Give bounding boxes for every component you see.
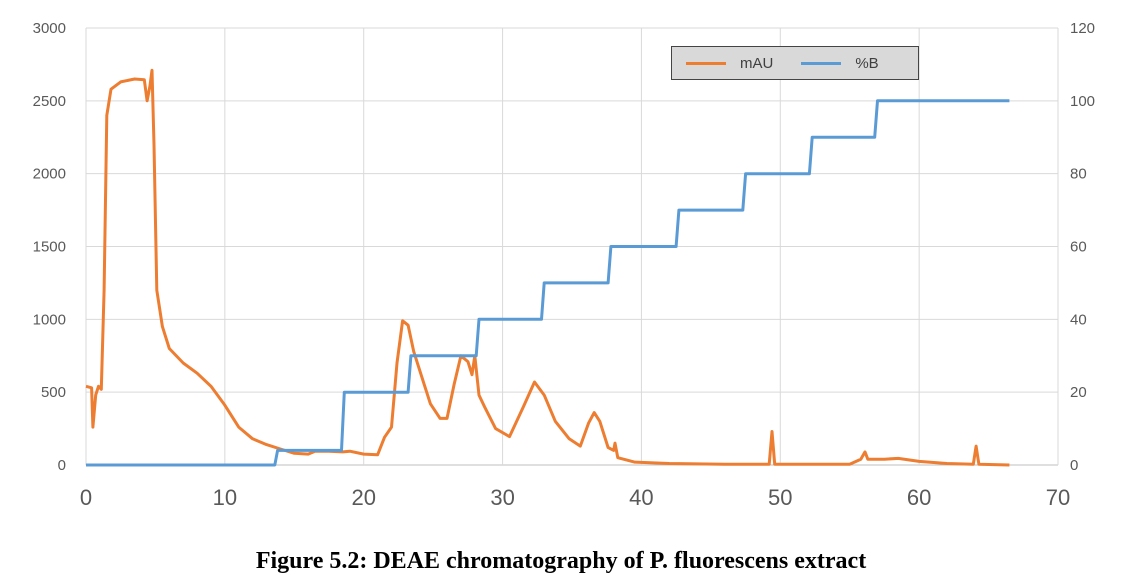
- y-tick-label: 1000: [33, 311, 66, 328]
- grid: [85, 27, 1059, 466]
- y-tick-label: 1500: [33, 239, 66, 256]
- legend: mAU %B: [671, 46, 919, 80]
- x-tick-label: 50: [768, 485, 792, 510]
- legend-item-mau: mAU: [686, 55, 773, 72]
- legend-label-percent-b: %B: [855, 54, 879, 72]
- figure-caption: Figure 5.2: DEAE chromatography of P. fl…: [255, 548, 867, 574]
- legend-item-percent-b: %B: [801, 54, 879, 72]
- legend-swatch-mau: [686, 61, 726, 65]
- y-tick-label: 500: [41, 384, 66, 401]
- legend-label-mau: mAU: [740, 54, 774, 72]
- y-tick-label: 3000: [33, 20, 66, 37]
- y2-tick-label: 100: [1070, 93, 1095, 110]
- series-line-percent-b: [86, 99, 1010, 467]
- y-tick-label: 2500: [33, 93, 66, 110]
- series-layer: [85, 68, 1010, 467]
- legend-swatch-percent-b: [801, 61, 842, 65]
- x-tick-label: 0: [80, 485, 92, 510]
- x-tick-label: 20: [351, 485, 375, 510]
- x-tick-label: 70: [1046, 485, 1070, 510]
- tick-labels: 0 500 1000 1500 2000 2500 3000 0 20 40 60 80 100 120 0…: [33, 20, 1095, 510]
- y2-tick-label: 40: [1070, 311, 1087, 328]
- y2-tick-label: 20: [1070, 384, 1087, 401]
- y2-tick-label: 80: [1070, 166, 1087, 183]
- series-line-mau: [85, 68, 1010, 467]
- y2-tick-label: 60: [1070, 239, 1087, 256]
- x-tick-label: 30: [490, 485, 514, 510]
- y2-tick-label: 120: [1070, 20, 1095, 37]
- y-tick-label: 0: [58, 457, 66, 474]
- x-tick-label: 40: [629, 485, 653, 510]
- y-tick-label: 2000: [33, 166, 66, 183]
- y2-tick-label: 0: [1070, 457, 1078, 474]
- x-tick-label: 60: [907, 485, 931, 510]
- x-tick-label: 10: [213, 485, 237, 510]
